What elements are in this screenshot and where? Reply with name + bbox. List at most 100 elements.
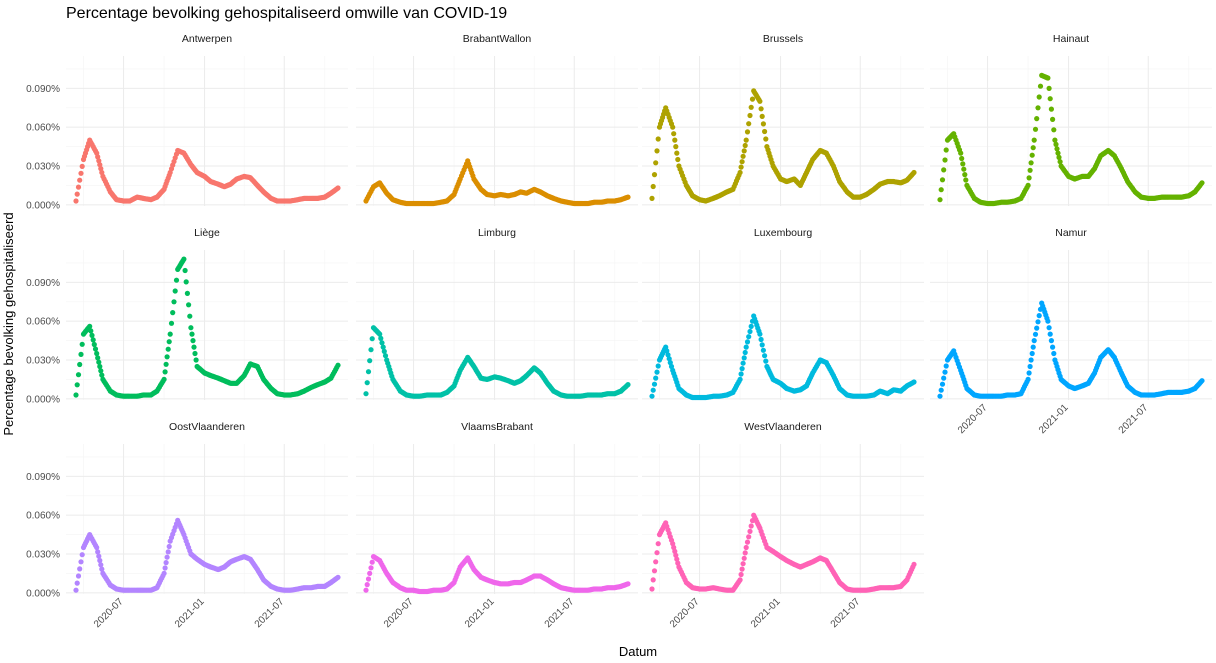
data-point — [98, 368, 104, 374]
data-point — [188, 325, 194, 331]
x-tick-label: 2021-01 — [1037, 402, 1071, 436]
data-point — [961, 166, 967, 172]
data-point — [741, 148, 747, 154]
x-tick-label: 2021-07 — [253, 596, 287, 630]
data-point — [189, 331, 195, 337]
data-point — [377, 331, 383, 337]
data-point — [74, 382, 80, 388]
data-point — [1056, 154, 1062, 160]
data-point — [79, 552, 85, 558]
facet-panel: WestVlaanderen 2020-07 2021-01 2021-07 — [642, 421, 924, 630]
facet-strip-label: VlaamsBrabant — [461, 421, 533, 433]
data-point — [672, 548, 678, 555]
y-tick-label: 0.060% — [26, 123, 60, 134]
facet-panel: Liège 0.000% 0.030% 0.060% 0.090% — [26, 227, 348, 405]
data-point — [96, 553, 102, 559]
x-tick-label: 2021-07 — [1117, 402, 1151, 436]
y-tick-label: 0.030% — [26, 162, 60, 173]
y-tick-label: 0.000% — [26, 200, 60, 211]
data-point — [738, 164, 744, 170]
data-point — [79, 163, 85, 169]
data-point — [99, 169, 105, 176]
data-point — [1026, 370, 1032, 376]
data-point — [748, 104, 754, 110]
data-point — [165, 549, 171, 555]
data-point — [937, 393, 943, 399]
data-point — [911, 379, 917, 385]
data-point — [625, 194, 631, 200]
data-point — [743, 544, 749, 551]
data-point — [166, 543, 172, 550]
data-point — [673, 552, 679, 558]
data-point — [77, 177, 83, 183]
data-point — [79, 341, 85, 347]
data-point — [363, 587, 369, 593]
data-point — [1035, 105, 1041, 111]
data-point — [1053, 141, 1059, 147]
data-point — [78, 351, 84, 357]
data-point — [364, 582, 370, 588]
x-tick-label: 2020-07 — [956, 402, 990, 436]
data-point — [625, 581, 631, 587]
data-point — [1037, 83, 1044, 89]
facet-panel: OostVlaanderen 0.000% 0.030% 0.060% 0.090% 20… — [26, 421, 348, 630]
data-point — [653, 160, 659, 166]
data-point — [89, 332, 95, 338]
data-point — [650, 577, 656, 583]
data-point — [942, 369, 948, 375]
data-point — [737, 169, 743, 176]
facet-strip-label: WestVlaanderen — [744, 421, 822, 433]
data-point — [1036, 94, 1042, 100]
y-tick-label: 0.030% — [26, 550, 60, 561]
facet-strip-label: Limburg — [478, 227, 516, 239]
data-point — [943, 363, 949, 369]
data-point — [73, 198, 79, 204]
data-point — [742, 349, 748, 356]
data-point — [958, 150, 964, 156]
data-point — [671, 544, 677, 551]
data-point — [369, 336, 375, 342]
data-point — [1051, 350, 1057, 357]
data-point — [763, 358, 769, 364]
data-point — [365, 369, 372, 375]
data-point — [1028, 357, 1034, 363]
data-point — [739, 159, 745, 165]
data-point — [191, 344, 197, 350]
data-point — [162, 565, 168, 571]
data-point — [741, 555, 747, 561]
data-point — [654, 369, 660, 375]
x-tick-label: 2021-07 — [829, 596, 863, 630]
facet-strip-label: Antwerpen — [182, 33, 232, 45]
data-point — [186, 302, 192, 308]
data-point — [78, 559, 84, 565]
data-point — [744, 339, 751, 345]
x-tick-label: 2020-07 — [668, 596, 702, 630]
data-point — [1036, 313, 1042, 319]
data-point — [747, 328, 753, 335]
data-point — [91, 341, 97, 348]
data-point — [335, 185, 341, 191]
facet-strip-label: Hainaut — [1053, 33, 1089, 45]
data-point — [192, 350, 198, 357]
x-tick-label: 2021-01 — [463, 596, 497, 630]
x-tick-label: 2021-07 — [543, 596, 577, 630]
data-point — [1050, 116, 1056, 122]
data-point — [96, 359, 102, 365]
data-point — [739, 566, 745, 572]
data-point — [762, 128, 768, 135]
data-point — [911, 561, 917, 568]
y-tick-label: 0.090% — [26, 278, 60, 289]
data-point — [97, 363, 103, 370]
data-point — [378, 335, 384, 341]
facet-panel: Brussels — [642, 33, 924, 206]
data-point — [655, 363, 661, 369]
data-point — [760, 347, 767, 353]
data-point — [737, 376, 743, 382]
data-point — [369, 559, 375, 565]
data-point — [1025, 182, 1031, 188]
data-point — [1046, 85, 1052, 91]
data-point — [655, 541, 661, 547]
data-point — [168, 320, 175, 326]
data-point — [161, 376, 167, 382]
data-point — [1050, 344, 1056, 350]
